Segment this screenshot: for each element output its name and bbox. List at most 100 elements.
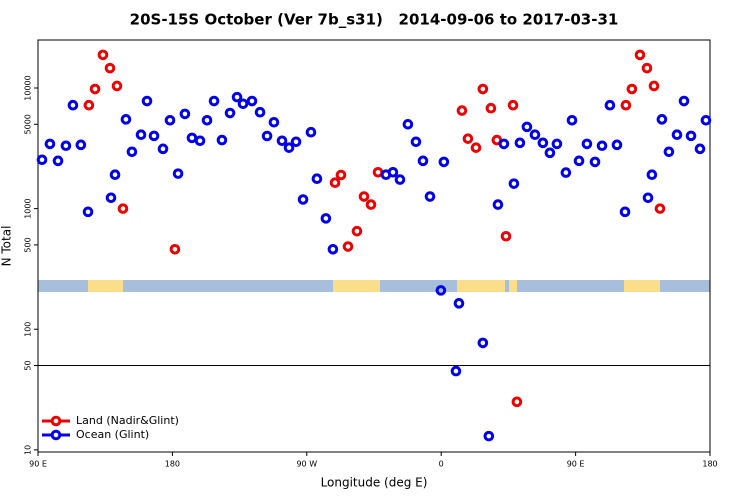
data-point	[537, 137, 549, 149]
legend-marker	[50, 415, 62, 427]
data-point	[417, 155, 429, 167]
data-point	[109, 169, 121, 181]
y-axis-label: N Total	[0, 226, 14, 267]
y-tick-label: 10	[24, 445, 33, 455]
data-point	[358, 191, 370, 202]
legend-marker	[50, 429, 62, 441]
data-point	[231, 91, 243, 103]
data-point	[492, 199, 504, 210]
y-tick-label: 100	[24, 322, 33, 337]
data-point	[620, 99, 632, 111]
data-point	[477, 83, 489, 95]
data-point	[507, 99, 519, 111]
data-point	[654, 203, 666, 214]
data-point	[529, 129, 541, 141]
data-point	[485, 102, 497, 114]
data-point	[589, 156, 601, 168]
data-point	[500, 230, 512, 242]
data-point	[342, 241, 354, 252]
data-point	[700, 114, 712, 126]
data-point	[237, 98, 249, 110]
data-point	[573, 155, 585, 167]
data-point	[216, 134, 228, 146]
data-point	[566, 114, 578, 126]
data-point	[320, 213, 332, 224]
data-point	[268, 116, 280, 128]
data-point	[619, 206, 631, 218]
data-point	[82, 206, 94, 218]
data-point	[641, 62, 653, 74]
data-point	[402, 119, 414, 130]
data-point	[290, 136, 302, 148]
data-point	[470, 142, 482, 153]
data-point	[117, 203, 129, 214]
x-tick-label: 90 E	[29, 460, 47, 469]
data-point	[297, 194, 309, 205]
data-point	[634, 49, 646, 61]
land-patch	[333, 280, 380, 292]
data-point	[52, 155, 64, 167]
data-point	[671, 129, 683, 141]
data-point	[508, 178, 520, 189]
data-point	[387, 167, 399, 178]
data-point	[126, 146, 138, 158]
data-point	[394, 174, 406, 185]
data-point	[97, 49, 109, 61]
data-point	[141, 95, 153, 107]
data-point	[276, 135, 288, 147]
y-tick-label: 50	[24, 360, 33, 370]
data-point	[410, 136, 422, 148]
data-point	[201, 114, 213, 126]
data-point	[172, 168, 184, 179]
data-point	[656, 114, 668, 125]
chart-title: 20S-15S October (Ver 7b_s31) 2014-09-06 …	[130, 11, 619, 29]
x-tick-label: 180	[702, 460, 717, 469]
data-point	[521, 121, 533, 133]
plot-frame	[37, 39, 711, 453]
data-point	[611, 139, 623, 151]
data-point	[120, 114, 132, 125]
data-point	[438, 156, 450, 168]
data-point	[453, 298, 465, 309]
y-tick-label: 10000	[24, 75, 33, 100]
data-point	[60, 140, 72, 152]
data-point	[44, 138, 56, 150]
x-tick-label: 180	[165, 460, 180, 469]
data-point	[311, 173, 323, 185]
data-point	[83, 99, 95, 111]
data-point	[450, 365, 462, 377]
data-point	[483, 430, 495, 442]
data-point	[626, 83, 638, 95]
data-point	[36, 154, 48, 166]
data-point	[604, 99, 616, 111]
data-point	[105, 192, 117, 204]
data-point	[179, 108, 191, 120]
data-point	[186, 132, 198, 144]
data-point	[424, 191, 436, 202]
data-point	[194, 135, 206, 147]
data-point	[305, 126, 317, 138]
land-ocean-strip	[38, 280, 710, 292]
x-tick-label: 0	[439, 460, 444, 469]
y-tick-label: 1000	[24, 198, 33, 218]
data-point	[511, 396, 523, 408]
data-point	[514, 137, 526, 149]
land-patch	[88, 280, 123, 292]
legend-label: Ocean (Glint)	[76, 428, 149, 441]
data-point	[560, 167, 572, 178]
data-point	[157, 143, 169, 155]
y-tick-label: 500	[24, 237, 33, 252]
data-point	[327, 243, 339, 255]
data-point	[335, 169, 347, 181]
data-point	[169, 243, 181, 255]
data-point	[148, 130, 160, 142]
data-point	[135, 129, 147, 141]
y-tick-label: 5000	[24, 114, 33, 134]
land-patch	[624, 280, 660, 292]
data-point	[283, 142, 295, 153]
data-point	[646, 169, 658, 181]
data-point	[89, 83, 101, 95]
data-point	[435, 285, 447, 296]
legend-label: Land (Nadir&Glint)	[76, 414, 179, 427]
